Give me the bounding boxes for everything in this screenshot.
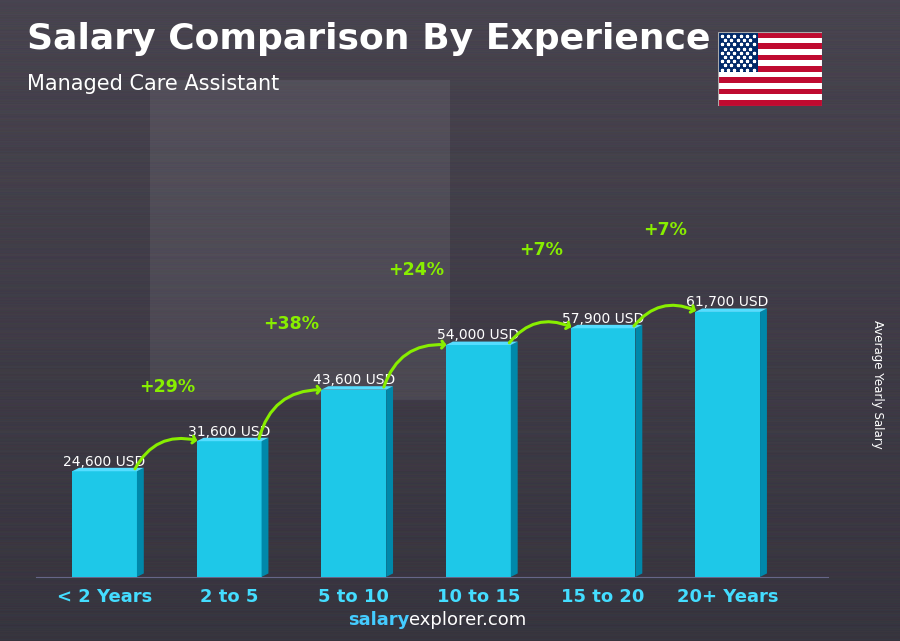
- Polygon shape: [571, 325, 643, 328]
- Text: Managed Care Assistant: Managed Care Assistant: [27, 74, 279, 94]
- Bar: [197, 441, 262, 577]
- Bar: [571, 328, 635, 577]
- Bar: [718, 32, 758, 72]
- Text: explorer.com: explorer.com: [410, 612, 526, 629]
- Text: +7%: +7%: [644, 221, 688, 238]
- Text: +7%: +7%: [518, 240, 562, 258]
- Polygon shape: [197, 438, 268, 441]
- Polygon shape: [321, 387, 393, 390]
- Bar: [718, 83, 822, 88]
- Text: Salary Comparison By Experience: Salary Comparison By Experience: [27, 22, 710, 56]
- Bar: [718, 94, 822, 100]
- Bar: [72, 471, 137, 577]
- Text: 54,000 USD: 54,000 USD: [437, 328, 519, 342]
- Bar: [696, 312, 760, 577]
- Bar: [718, 88, 822, 94]
- Bar: [718, 54, 822, 60]
- Polygon shape: [386, 387, 393, 577]
- Polygon shape: [635, 325, 643, 577]
- Polygon shape: [696, 308, 767, 312]
- Bar: [718, 38, 822, 44]
- Polygon shape: [262, 438, 268, 577]
- Bar: [718, 60, 822, 66]
- Bar: [718, 44, 822, 49]
- Bar: [446, 345, 511, 577]
- Bar: [718, 100, 822, 106]
- Polygon shape: [72, 468, 144, 471]
- Text: 61,700 USD: 61,700 USD: [687, 296, 769, 310]
- Bar: [718, 66, 822, 72]
- Polygon shape: [137, 468, 144, 577]
- Text: 43,600 USD: 43,600 USD: [312, 373, 395, 387]
- Bar: [718, 72, 822, 78]
- Text: +24%: +24%: [388, 261, 444, 279]
- Text: 31,600 USD: 31,600 USD: [188, 424, 270, 438]
- Text: Average Yearly Salary: Average Yearly Salary: [871, 320, 884, 449]
- Polygon shape: [760, 308, 767, 577]
- Bar: [718, 49, 822, 54]
- Text: salary: salary: [348, 612, 410, 629]
- Text: 24,600 USD: 24,600 USD: [63, 454, 146, 469]
- Text: 57,900 USD: 57,900 USD: [562, 312, 644, 326]
- Polygon shape: [446, 342, 518, 345]
- Text: +29%: +29%: [139, 378, 195, 396]
- Polygon shape: [511, 342, 517, 577]
- Text: +38%: +38%: [264, 315, 320, 333]
- Bar: [718, 32, 822, 38]
- Bar: [321, 390, 386, 577]
- Bar: [718, 78, 822, 83]
